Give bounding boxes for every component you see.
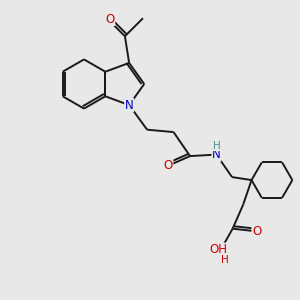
Text: H: H <box>221 255 229 265</box>
Text: O: O <box>164 159 173 172</box>
Text: N: N <box>212 148 221 161</box>
Text: N: N <box>125 99 134 112</box>
Text: O: O <box>105 13 115 26</box>
Text: OH: OH <box>209 243 227 256</box>
Text: O: O <box>252 225 261 238</box>
Text: H: H <box>213 141 221 151</box>
